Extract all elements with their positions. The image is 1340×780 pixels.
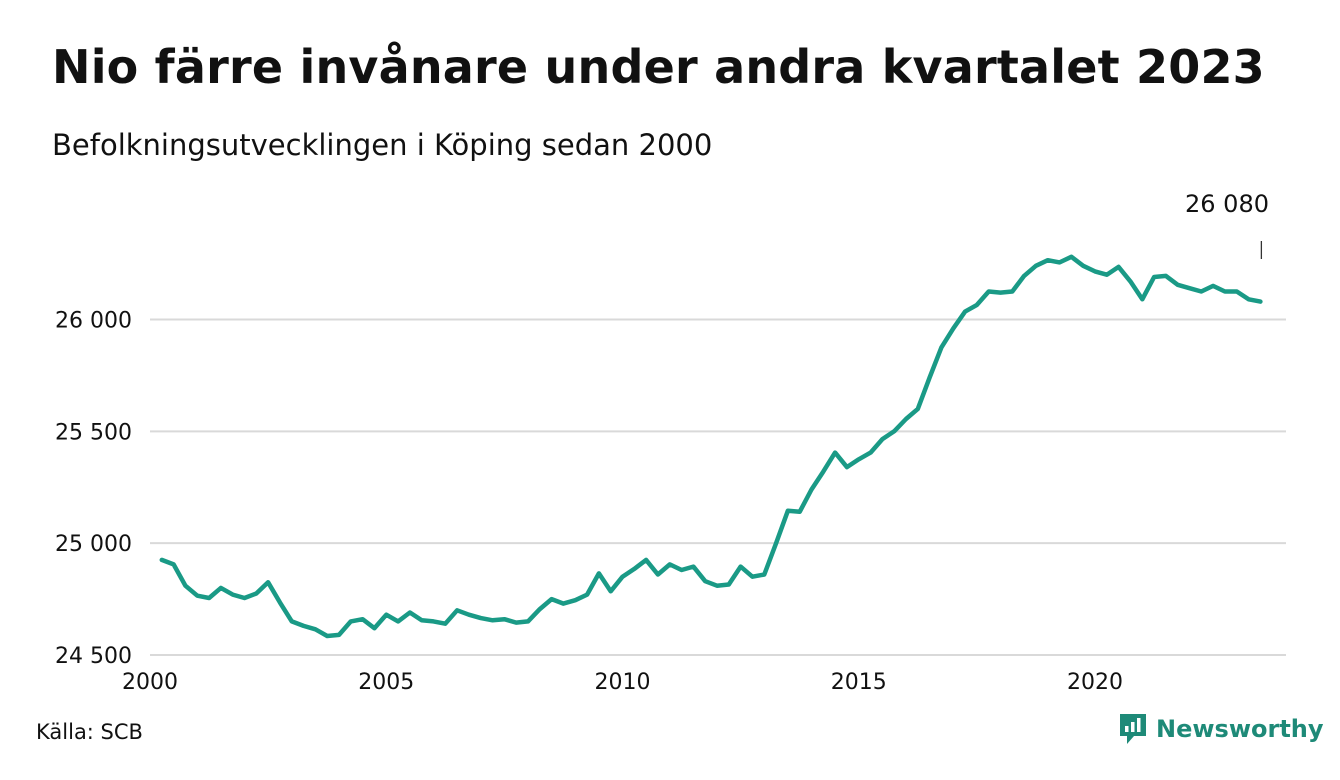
- x-tick-label: 2005: [358, 670, 414, 695]
- y-tick-label: 25 500: [55, 420, 132, 445]
- brand-name: Newsworthy: [1156, 715, 1324, 743]
- y-tick-label: 24 500: [55, 644, 132, 669]
- y-axis-labels: 24 500 25 000 25 500 26 000: [55, 308, 132, 669]
- chart-title: Nio färre invånare under andra kvartalet…: [52, 40, 1265, 94]
- x-axis-labels: 2000 2005 2010 2015 2020: [122, 670, 1123, 695]
- x-tick-label: 2015: [831, 670, 887, 695]
- x-tick-label: 2020: [1067, 670, 1123, 695]
- newsworthy-logo-icon: [1120, 714, 1146, 744]
- series-line: [159, 254, 1263, 639]
- y-tick-label: 25 000: [55, 532, 132, 557]
- brand-logo: Newsworthy: [1118, 712, 1324, 746]
- y-tick-label: 26 000: [55, 308, 132, 333]
- chart-subtitle: Befolkningsutvecklingen i Köping sedan 2…: [52, 128, 713, 162]
- x-tick-label: 2010: [595, 670, 651, 695]
- annotation-label: 26 080: [1185, 190, 1269, 218]
- x-tick-label: 2000: [122, 670, 178, 695]
- source-note: Källa: SCB: [36, 720, 143, 744]
- grid-lines: [150, 318, 1286, 656]
